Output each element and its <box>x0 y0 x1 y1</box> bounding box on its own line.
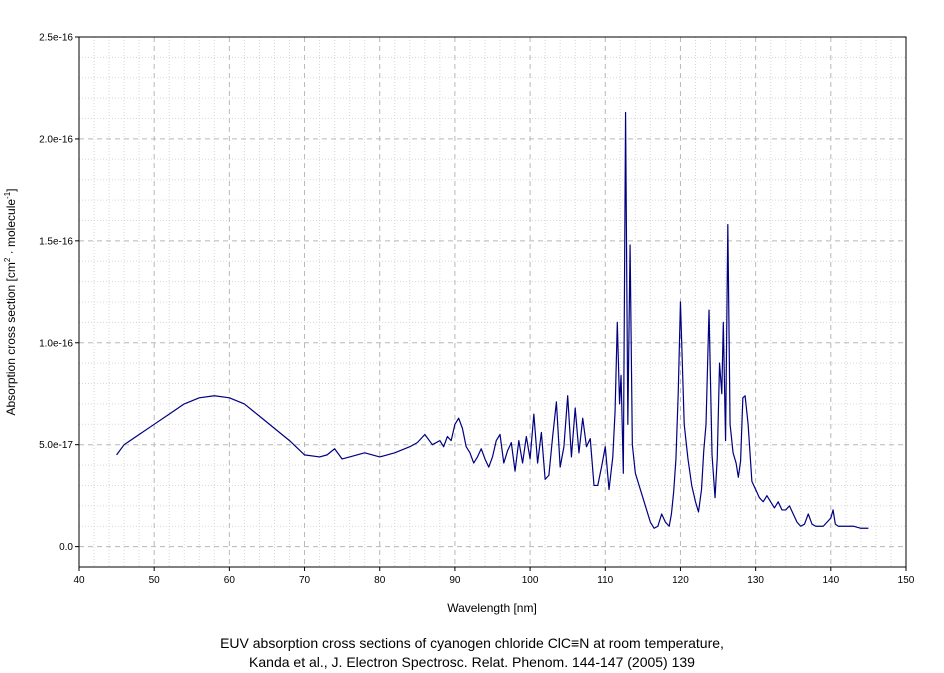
x-axis-ticks: 40 50 60 70 80 90 100 110 120 130 140 150 <box>73 567 915 586</box>
caption-line-2: Kanda et al., J. Electron Spectrosc. Rel… <box>249 654 695 670</box>
x-tick-label: 60 <box>224 575 236 586</box>
y-tick-label: 2.5e-16 <box>39 33 73 44</box>
x-tick-label: 40 <box>73 575 85 586</box>
x-tick-label: 110 <box>597 575 613 586</box>
x-tick-label: 100 <box>522 575 539 586</box>
x-tick-label: 130 <box>747 575 764 586</box>
y-tick-label: 1.0e-16 <box>39 338 73 349</box>
x-tick-label: 90 <box>449 575 461 586</box>
series-layer <box>116 111 869 529</box>
y-tick-label: 1.5e-16 <box>39 236 73 247</box>
plot-frame <box>78 36 907 568</box>
x-tick-label: 50 <box>149 575 161 586</box>
caption-line-1: EUV absorption cross sections of cyanoge… <box>220 635 724 651</box>
x-tick-label: 70 <box>299 575 311 586</box>
plot-area <box>79 37 906 567</box>
y-tick-label: 5.0e-17 <box>39 440 73 451</box>
y-tick-label: 0.0 <box>59 542 73 553</box>
absorption-spectrum-line <box>116 111 869 529</box>
x-axis-label: Wavelength [nm] <box>447 601 537 615</box>
minor-grid <box>79 37 906 568</box>
x-tick-label: 120 <box>672 575 689 586</box>
major-grid <box>79 37 906 567</box>
y-axis-ticks: 0.0 5.0e-17 1.0e-16 1.5e-16 2.0e-16 2.5e-16 <box>39 33 79 553</box>
x-tick-label: 150 <box>898 575 915 586</box>
y-tick-label: 2.0e-16 <box>39 134 73 145</box>
x-tick-label: 80 <box>374 575 386 586</box>
y-axis-label: Absorption cross section [cm2 · molecule… <box>3 188 18 415</box>
absorption-chart: 40 50 60 70 80 90 100 110 120 130 140 150 0.0 5.0e-1… <box>3 33 915 616</box>
x-tick-label: 140 <box>822 575 839 586</box>
